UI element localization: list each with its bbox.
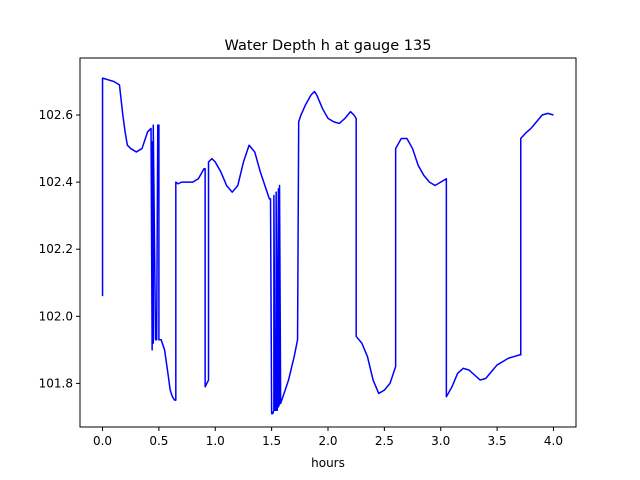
x-tick-label: 1.5 <box>262 434 281 448</box>
y-tick-label: 102.0 <box>39 309 73 323</box>
x-tick-label: 2.0 <box>318 434 337 448</box>
y-axis-ticks: 101.8 102.0 102.2 102.4 102.6 <box>39 108 80 390</box>
x-tick-label: 3.0 <box>431 434 450 448</box>
plot-area <box>80 58 576 427</box>
x-tick-label: 0.0 <box>93 434 112 448</box>
x-axis-label: hours <box>311 456 345 470</box>
y-tick-label: 102.4 <box>39 175 73 189</box>
chart-title: Water Depth h at gauge 135 <box>225 38 432 54</box>
x-tick-label: 2.5 <box>375 434 394 448</box>
series-line <box>101 77 554 415</box>
x-tick-label: 4.0 <box>544 434 563 448</box>
x-tick-label: 3.5 <box>488 434 507 448</box>
y-tick-label: 102.6 <box>39 108 73 122</box>
y-tick-label: 101.8 <box>39 376 73 390</box>
x-tick-label: 0.5 <box>149 434 168 448</box>
x-axis-ticks: 0.0 0.5 1.0 1.5 2.0 2.5 3.0 3.5 4.0 <box>93 427 563 448</box>
y-tick-label: 102.2 <box>39 242 73 256</box>
x-tick-label: 1.0 <box>206 434 225 448</box>
series-layer <box>101 77 554 415</box>
